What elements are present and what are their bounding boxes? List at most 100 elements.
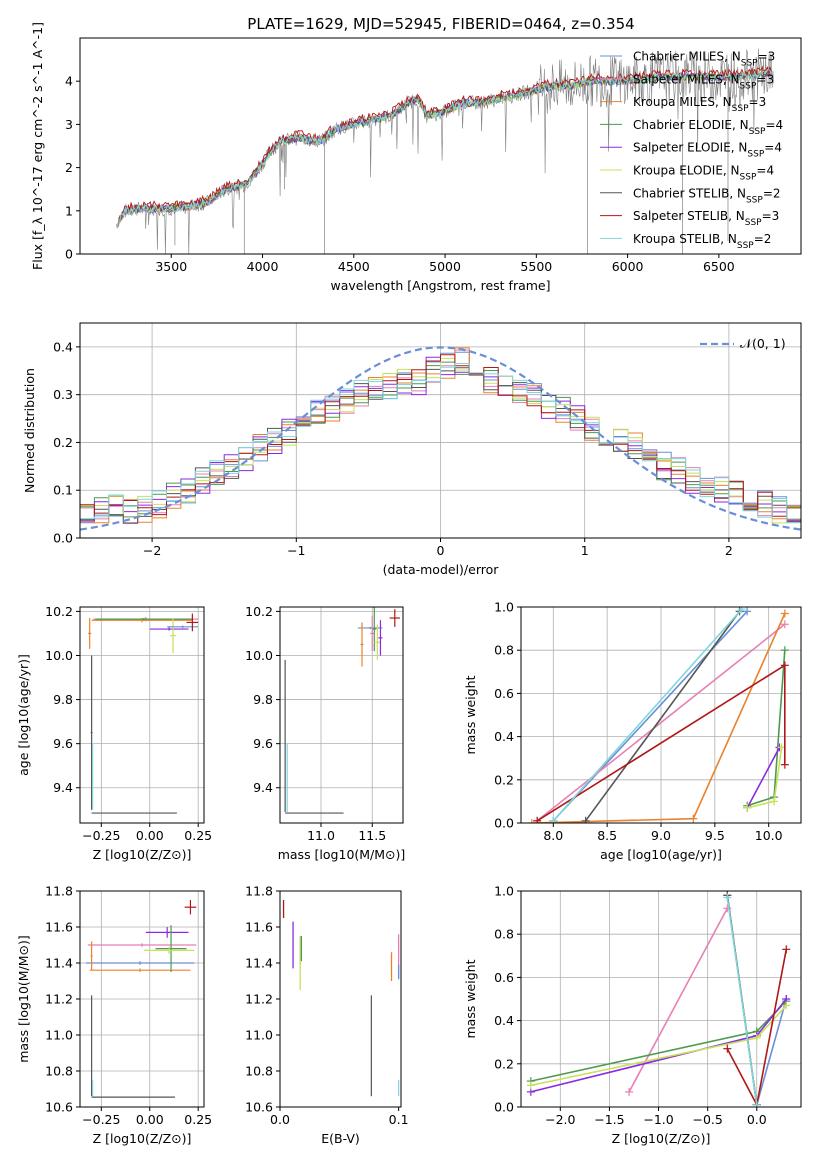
y-tick-label: 10.2 [245,604,273,619]
y-tick-label: 1.0 [494,600,514,615]
x-tick-label: −0.25 [82,828,120,843]
weight-series [536,623,786,822]
x-tick-label: 0.0 [747,1112,767,1127]
y-tick-label: 10.6 [45,1100,73,1115]
y-tick-label: 9.8 [253,692,273,707]
weight-series [746,747,781,809]
axes-border [279,606,404,824]
y-tick-label: 10.8 [245,1064,273,1079]
residuals-panel: −2 −1 0 1 2 0.0 0.1 0.2 0.3 0.4 (data-model)/error… [22,322,802,577]
axes-frame: −0.25 0.00 0.25 9.4 9.6 9.8 10.0 10.2 Z [log10(Z… [16,604,212,862]
axes-frame: 3500 4000 4500 5000 5500 6000 6500 0 1 2 3 4 wavelen… [30,22,802,293]
x-tick-label: 0.25 [184,1112,212,1127]
x-axis-label: E(B-V) [321,1131,360,1146]
x-axis-label: mass [log10(M/M⊙)] [278,847,406,862]
axes-frame: 8.0 8.5 9.0 9.5 10.0 0.0 0.2 0.4 0.6 0.8 1.0 age [l… [463,600,802,862]
x-tick-label: 8.5 [597,828,617,843]
x-axis-label: Z [log10(Z/Z⊙)] [93,1131,192,1146]
y-tick-label: 11.2 [45,992,73,1007]
y-tick-label: 11.2 [245,992,273,1007]
x-axis-label: wavelength [Angstrom, rest frame] [330,278,550,293]
y-tick-label: 10.0 [245,648,273,663]
weight-vs-age-panel: 8.0 8.5 9.0 9.5 10.0 0.0 0.2 0.4 0.6 0.8 1.0 age [l… [463,600,802,862]
x-tick-label: 0.00 [136,828,164,843]
legend-label: Kroupa STELIB, NSSP=2 [633,232,771,251]
y-axis-label: mass weight [463,959,478,1038]
figure-title: PLATE=1629, MJD=52945, FIBERID=0464, z=0… [247,15,634,33]
mass-vs-ebv-panel: 0.0 0.1 10.6 10.8 11.0 11.2 11.4 11.6 11.8 E(B-V) [245,884,408,1147]
weight-vs-metallicity-panel: −2.0 −1.5 −1.0 −0.5 0.0 0.0 0.2 0.4 0.6 0.8 1.0 Z [… [463,884,802,1146]
y-axis-label: Flux [f_λ 10^-17 erg cm^-2 s^-1 A^-1] [30,22,45,270]
x-tick-label: −1 [287,543,305,558]
y-tick-label: 0.6 [494,686,514,701]
y-tick-label: 11.4 [45,956,73,971]
y-tick-label: 10.0 [45,648,73,663]
x-tick-label: −1.5 [594,1112,624,1127]
x-tick-label: 0.1 [389,1112,409,1127]
model-spectrum [117,69,772,224]
plot-area [284,607,400,814]
y-tick-label: 1.0 [494,884,514,899]
residual-histogram [80,363,801,524]
weight-series [726,897,758,1105]
x-tick-label: 6500 [703,259,735,274]
y-tick-label: 0.4 [494,1013,514,1028]
plot-area [88,613,199,814]
axes-border [520,890,802,1108]
x-tick-label: 4000 [247,259,279,274]
plot-area [80,346,801,531]
legend-label: Chabrier MILES, NSSP=3 [633,50,775,69]
legend-label: Chabrier STELIB, NSSP=2 [633,186,781,205]
x-tick-label: 6000 [612,259,644,274]
x-tick-label: −0.5 [692,1112,722,1127]
y-tick-label: 0.2 [494,1056,514,1071]
y-tick-label: 0.1 [53,483,73,498]
x-axis-label: Z [log10(Z/Z⊙)] [93,847,192,862]
y-tick-label: 0.2 [53,435,73,450]
y-axis-label: mass [log10(M/M⊙)] [16,935,31,1063]
y-tick-label: 0.6 [494,970,514,985]
axes-frame: 11.0 11.5 9.4 9.6 9.8 10.0 10.2 mass [log10(M/M… [245,604,405,862]
x-tick-label: 2 [725,543,733,558]
y-tick-label: 4 [65,74,73,89]
y-tick-label: 2 [65,160,73,175]
y-tick-label: 11.0 [45,1028,73,1043]
weight-series [584,610,741,822]
y-tick-label: 9.6 [253,736,273,751]
x-tick-label: 1 [581,543,589,558]
plot-area [85,900,197,1098]
y-tick-label: 0.0 [494,1100,514,1115]
y-tick-label: 3 [65,117,73,132]
y-tick-label: 10.8 [45,1064,73,1079]
x-tick-label: 11.0 [307,828,335,843]
age-vs-mass-panel: 11.0 11.5 9.4 9.6 9.8 10.0 10.2 mass [log10(M/M… [245,604,405,862]
y-axis-label: Normed distribution [22,368,37,493]
x-tick-label: 3500 [155,259,187,274]
x-axis-label: Z [log10(Z/Z⊙)] [612,1131,711,1146]
axes-frame: −2.0 −1.5 −1.0 −0.5 0.0 0.0 0.2 0.4 0.6 0.8 1.0 Z [… [463,884,802,1146]
y-tick-label: 0.0 [494,816,514,831]
x-tick-label: 9.0 [651,828,671,843]
y-tick-label: 0.4 [494,729,514,744]
model-spectrum [118,69,772,223]
x-tick-label: 8.0 [543,828,563,843]
axes-frame: −0.25 0.00 0.25 10.6 10.8 11.0 11.2 11.4 11.6 11.… [16,884,212,1147]
x-tick-label: 0.25 [184,828,212,843]
y-tick-label: 11.6 [245,920,273,935]
x-tick-label: 11.5 [358,828,386,843]
x-tick-label: 5500 [520,259,552,274]
y-tick-label: 11.8 [245,884,273,899]
weight-series [746,650,786,807]
y-tick-label: 10.2 [45,604,73,619]
legend-label: Kroupa ELODIE, NSSP=4 [633,164,774,183]
x-axis-label: (data-model)/error [383,562,500,577]
x-tick-label: −0.25 [82,1112,120,1127]
y-tick-label: 0 [65,247,73,262]
plot-area [527,607,789,823]
age-vs-metallicity-panel: −0.25 0.00 0.25 9.4 9.6 9.8 10.0 10.2 Z [log10(Z… [16,604,212,862]
plot-area [282,900,400,1097]
axes-frame: 0.0 0.1 10.6 10.8 11.0 11.2 11.4 11.6 11.8 E(B-V) [245,884,408,1147]
y-tick-label: 10.6 [245,1100,273,1115]
y-tick-label: 0.8 [494,927,514,942]
x-tick-label: 4500 [338,259,370,274]
